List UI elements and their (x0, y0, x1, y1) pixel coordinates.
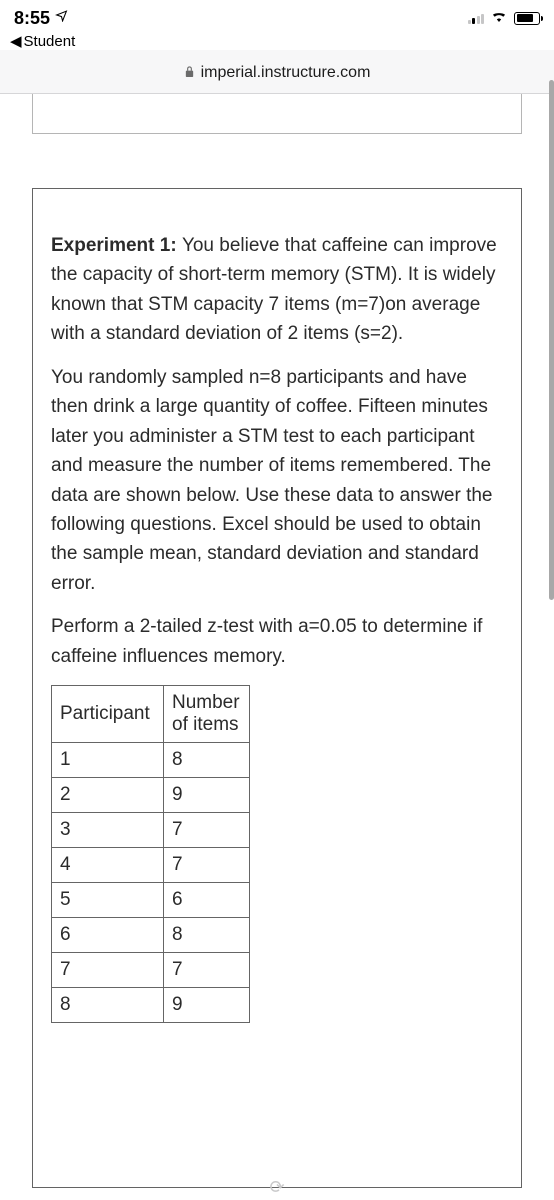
scrollbar[interactable] (549, 80, 554, 600)
table-row: 89 (52, 988, 250, 1023)
table-row: 47 (52, 848, 250, 883)
header-items: Number of items (164, 686, 250, 743)
url-bar[interactable]: imperial.instructure.com (0, 50, 554, 94)
paragraph-3: Perform a 2-tailed z-test with a=0.05 to… (51, 612, 503, 671)
table-row: 29 (52, 778, 250, 813)
previous-content-box (32, 94, 522, 134)
table-row: 77 (52, 953, 250, 988)
paragraph-2: You randomly sampled n=8 participants an… (51, 363, 503, 599)
paragraph-1: Experiment 1: You believe that caffeine … (51, 231, 503, 349)
url-domain: imperial.instructure.com (201, 64, 371, 82)
table-row: 56 (52, 883, 250, 918)
table-row: 18 (52, 743, 250, 778)
data-table: Participant Number of items 18 29 37 47 … (51, 685, 250, 1023)
table-row: 37 (52, 813, 250, 848)
experiment-heading: Experiment 1: (51, 235, 177, 256)
status-time: 8:55 (14, 8, 50, 29)
status-bar: 8:55 (0, 0, 554, 30)
refresh-icon[interactable]: ⟳ (269, 1177, 284, 1198)
battery-icon (514, 12, 540, 25)
location-icon (55, 9, 68, 27)
back-arrow-icon: ◀ (10, 32, 22, 50)
signal-icon (468, 12, 485, 24)
content-box: Experiment 1: You believe that caffeine … (32, 188, 522, 1188)
table-header-row: Participant Number of items (52, 686, 250, 743)
status-right (468, 9, 541, 27)
header-participant: Participant (52, 686, 164, 743)
status-left: 8:55 (14, 8, 68, 29)
back-label: Student (24, 33, 76, 50)
back-nav[interactable]: ◀ Student (0, 30, 554, 50)
table-row: 68 (52, 918, 250, 953)
lock-icon (184, 65, 195, 81)
wifi-icon (490, 9, 508, 27)
